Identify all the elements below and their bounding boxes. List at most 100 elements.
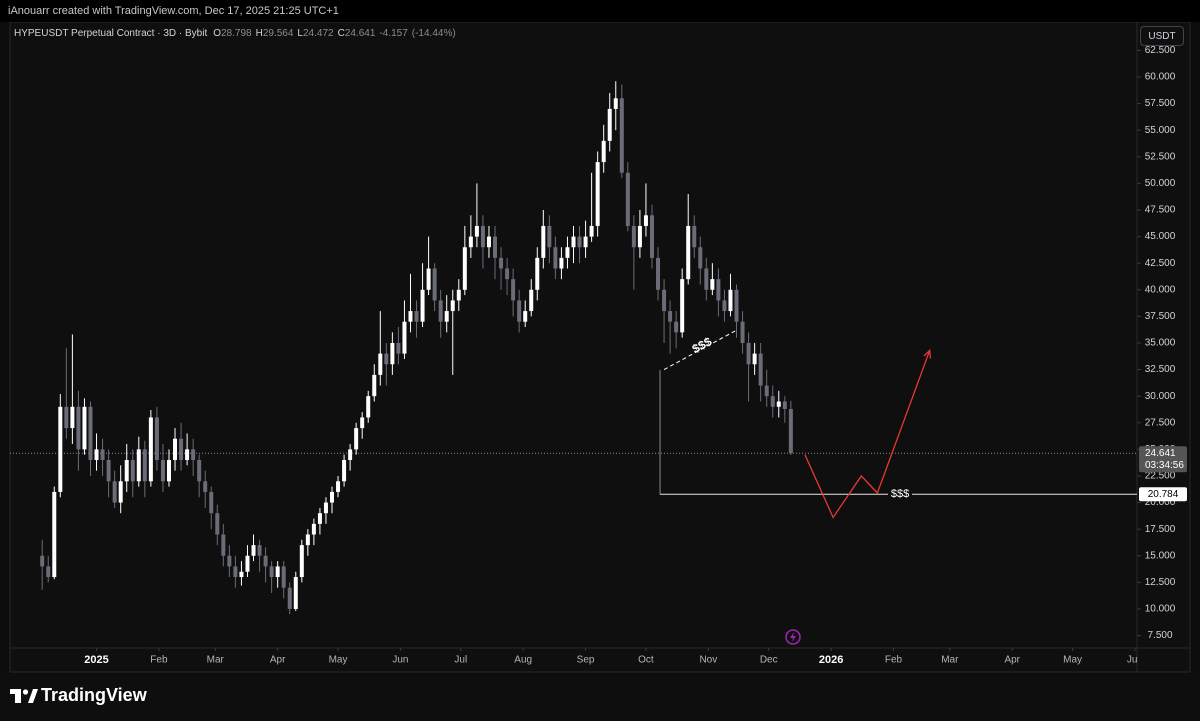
candle-body xyxy=(770,396,775,407)
candle-body xyxy=(462,247,467,290)
candle-body xyxy=(245,555,250,572)
y-tick-label: 55.000 xyxy=(1145,125,1176,136)
candle-body xyxy=(613,98,618,109)
candle-body xyxy=(692,225,697,248)
candle-body xyxy=(764,385,769,397)
candle-body xyxy=(559,257,564,269)
y-tick-label: 15.000 xyxy=(1145,550,1176,561)
y-tick-label: 30.000 xyxy=(1145,391,1176,402)
legend-key: C xyxy=(337,28,345,39)
candle-body xyxy=(124,460,129,482)
plot-area: $$$$$$ xyxy=(10,81,1137,615)
candle-body xyxy=(643,215,648,226)
symbol-legend: HYPEUSDT Perpetual Contract · 3D · Bybit… xyxy=(14,28,460,39)
candle-body xyxy=(734,289,739,322)
arrow-head xyxy=(923,349,932,359)
x-tick-label: Jul xyxy=(454,655,467,666)
candle-body xyxy=(444,311,449,322)
x-tick-label: Jun xyxy=(1127,655,1143,666)
change-percent: (-14.44%) xyxy=(411,28,456,39)
candle-body xyxy=(414,311,419,322)
candle-body xyxy=(680,279,685,333)
candle-body xyxy=(160,460,165,482)
y-tick-label: 62.500 xyxy=(1145,45,1176,56)
candle-body xyxy=(740,321,745,343)
candle-body xyxy=(541,225,546,258)
candle-body xyxy=(366,396,371,418)
candle-body xyxy=(656,257,661,290)
candle-body xyxy=(179,438,184,461)
candle-body xyxy=(456,289,461,301)
candle-body xyxy=(722,300,727,312)
candle-body xyxy=(70,406,75,429)
candle-body xyxy=(148,417,153,482)
candle-body xyxy=(269,566,274,578)
candle-body xyxy=(474,225,479,237)
candle-body xyxy=(336,481,341,492)
y-tick-label: 57.500 xyxy=(1145,98,1176,109)
candle-body xyxy=(64,406,69,429)
x-tick-label: Nov xyxy=(699,655,717,666)
candle-body xyxy=(251,545,256,556)
candle-body xyxy=(360,417,365,429)
candle-body xyxy=(209,491,214,514)
candle-body xyxy=(577,236,582,248)
y-tick-label: 7.500 xyxy=(1147,630,1172,641)
candle-body xyxy=(517,300,522,322)
candle-body xyxy=(752,353,757,365)
candle-body xyxy=(511,279,516,301)
candle-body xyxy=(82,406,87,450)
candle-body xyxy=(631,225,636,248)
x-tick-label: Mar xyxy=(941,655,959,666)
candle-body xyxy=(378,353,383,375)
candle-body xyxy=(390,342,395,365)
y-tick-label: 47.500 xyxy=(1145,205,1176,216)
candle-body xyxy=(408,311,413,322)
y-tick-label: 37.500 xyxy=(1145,311,1176,322)
alert-icon[interactable] xyxy=(785,629,801,645)
y-tick-label: 17.500 xyxy=(1145,524,1176,535)
candle-body xyxy=(58,406,63,492)
candle-body xyxy=(257,545,262,556)
chart-frame xyxy=(9,21,1191,673)
candle-body xyxy=(299,545,304,578)
candle-body xyxy=(281,566,286,588)
candle-body xyxy=(674,321,679,333)
candle-body xyxy=(305,534,310,546)
y-tick-label: 12.500 xyxy=(1145,577,1176,588)
candle-body xyxy=(112,481,117,503)
candle-body xyxy=(348,449,353,461)
candle-body xyxy=(468,236,473,248)
candle-body xyxy=(698,247,703,269)
level-box xyxy=(1139,487,1187,502)
legend-value: 29.564 xyxy=(262,28,294,39)
x-tick-label: Feb xyxy=(885,655,903,666)
candle-body xyxy=(746,342,751,365)
x-tick-label: Aug xyxy=(514,655,532,666)
legend-value: 24.641 xyxy=(344,28,376,39)
candle-body xyxy=(154,417,159,461)
currency-button[interactable]: USDT xyxy=(1140,26,1184,46)
y-tick-label: 35.000 xyxy=(1145,338,1176,349)
candle-body xyxy=(197,460,202,482)
candle-body xyxy=(46,566,51,578)
x-tick-label: 2026 xyxy=(819,654,843,666)
candle-body xyxy=(505,268,510,280)
legend-key: H xyxy=(255,28,263,39)
candle-body xyxy=(166,460,171,482)
watermark: TradingView xyxy=(41,685,148,705)
x-tick-label: Jun xyxy=(392,655,408,666)
candle-body xyxy=(227,555,232,567)
attribution: iAnouarr created with TradingView.com, D… xyxy=(8,5,339,17)
candle-body xyxy=(426,268,431,290)
y-tick-label: 50.000 xyxy=(1145,178,1176,189)
candle-body xyxy=(396,342,401,354)
candle-body xyxy=(716,279,721,301)
candle-body xyxy=(668,311,673,322)
last-price-box xyxy=(1139,446,1187,473)
candle-body xyxy=(142,449,147,482)
y-tick-label: 40.000 xyxy=(1145,284,1176,295)
candle-body xyxy=(275,566,280,578)
candle-body xyxy=(354,428,359,450)
candle-body xyxy=(293,577,298,609)
